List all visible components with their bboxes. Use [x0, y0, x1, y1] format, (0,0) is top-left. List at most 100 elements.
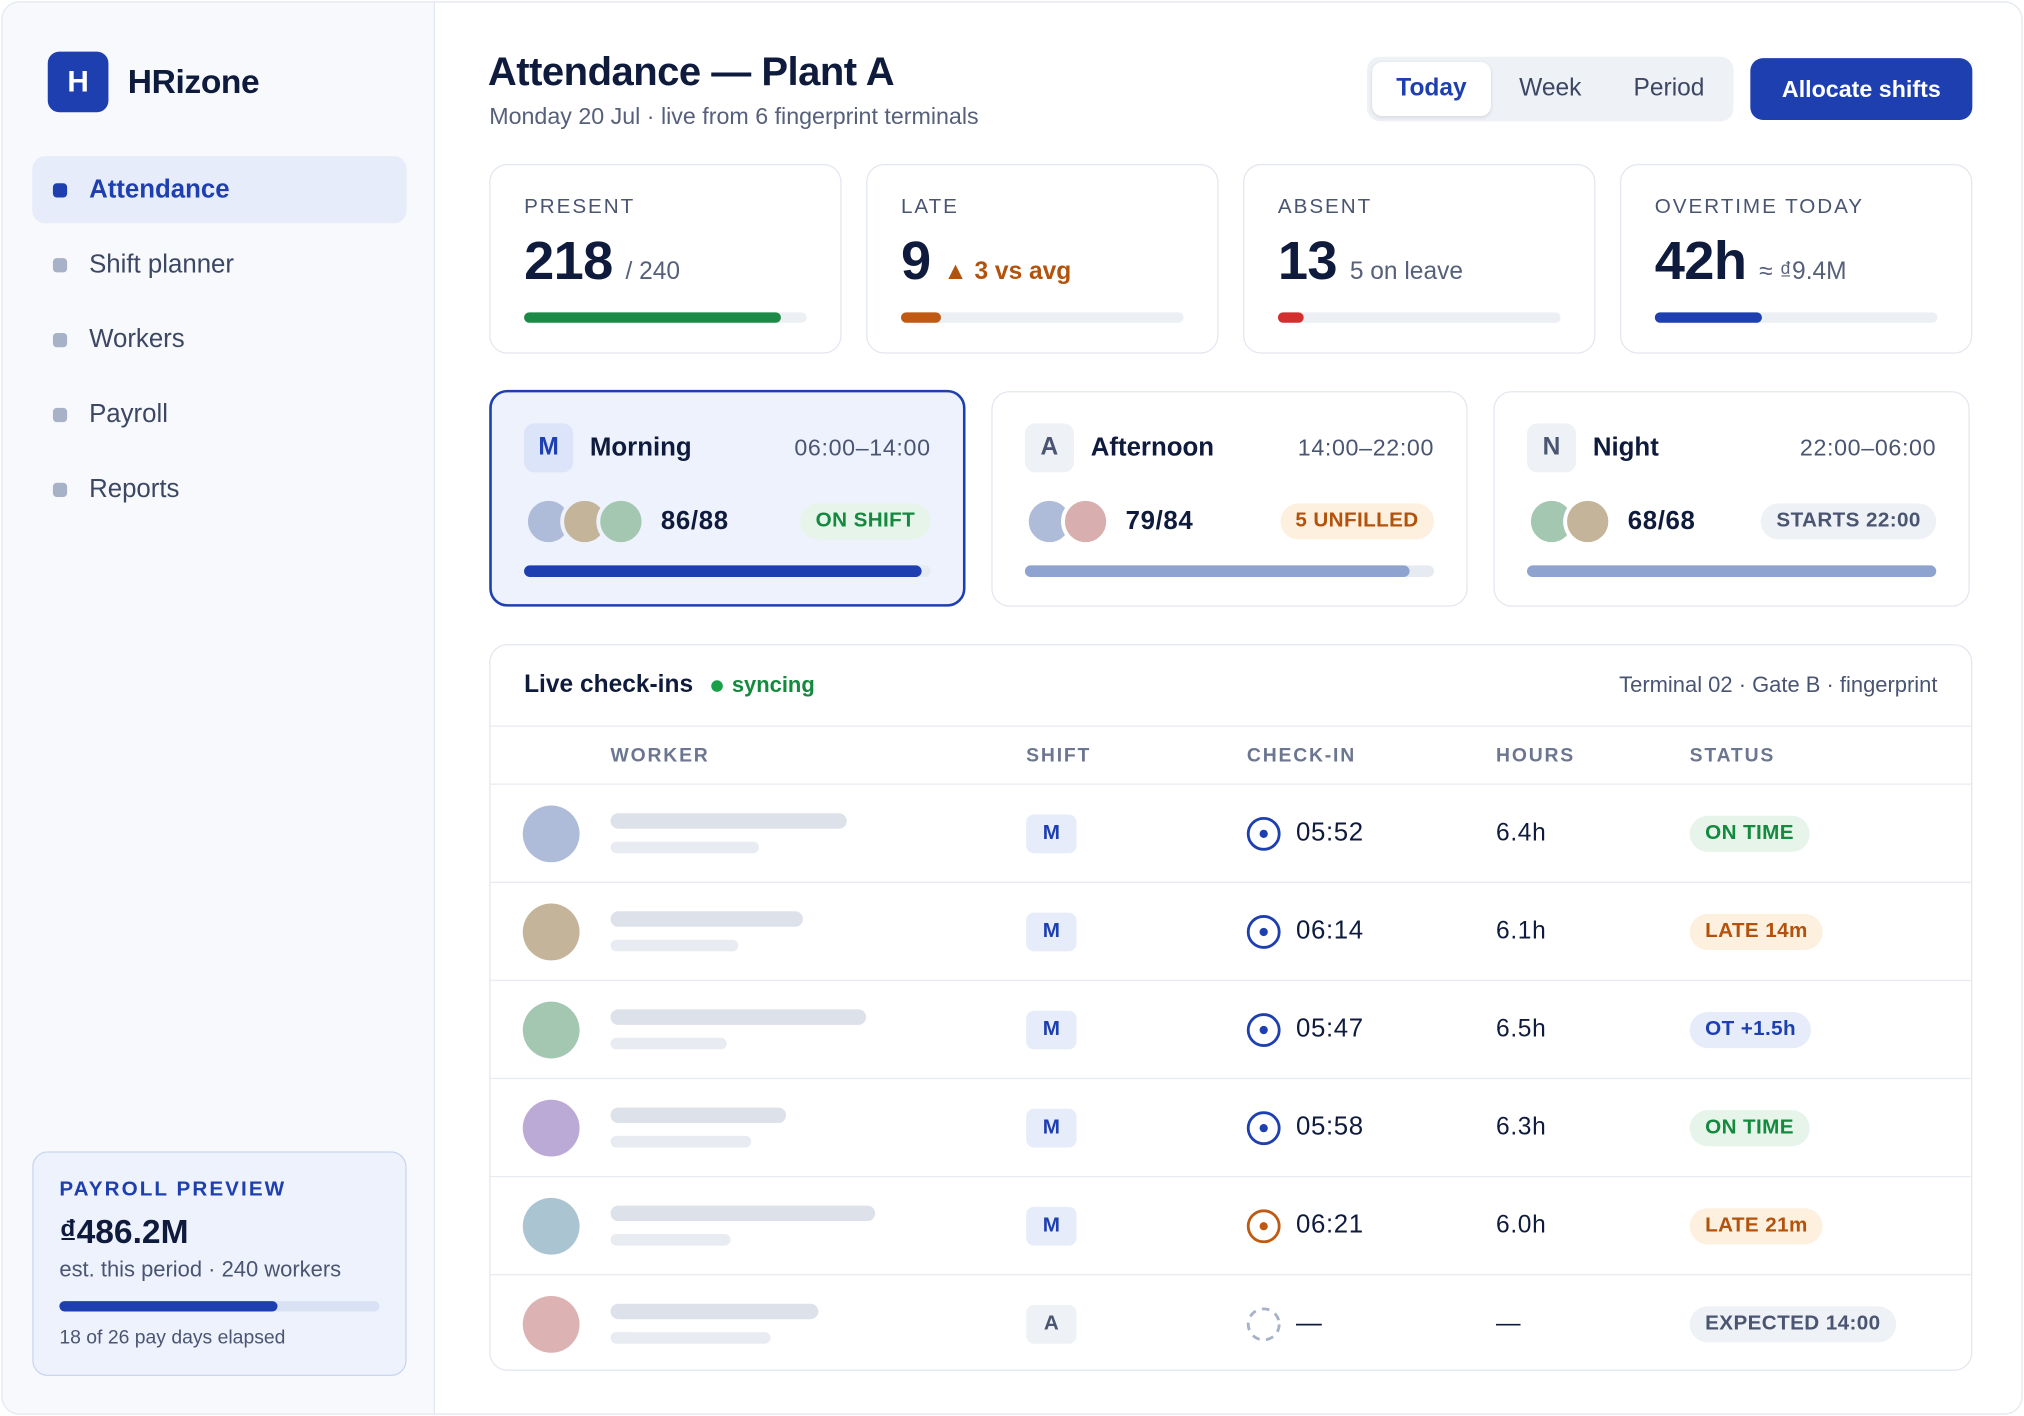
sync-dot-icon — [711, 679, 723, 692]
checkins-title: Live check-ins — [524, 671, 694, 699]
column-header-status[interactable]: STATUS — [1689, 744, 1776, 767]
tab-week[interactable]: Week — [1519, 74, 1582, 102]
worker-name-skeleton — [610, 1303, 819, 1320]
check-in-time: 06:14 — [1295, 916, 1364, 945]
kpi-value: 13 — [1277, 229, 1338, 291]
avatar — [1061, 496, 1111, 547]
shift-badge: A — [1026, 1304, 1077, 1344]
status-badge: LATE 21m — [1689, 1208, 1824, 1245]
column-header-shift[interactable]: SHIFT — [1026, 744, 1092, 767]
shift-avatars — [1527, 496, 1613, 547]
kpi-card-absent[interactable]: ABSENT 13 5 on leave — [1243, 163, 1596, 354]
shift-count: 68/68 — [1627, 506, 1696, 536]
hours-value: — — [1496, 1310, 1522, 1338]
payroll-preview-subtitle: est. this period · 240 workers — [59, 1257, 342, 1282]
status-badge: LATE 14m — [1689, 913, 1824, 951]
shift-status-badge: 5 UNFILLED — [1279, 503, 1435, 540]
payroll-progress-track — [59, 1301, 380, 1312]
table-row[interactable]: A — — EXPECTED 14:00 — [491, 1275, 1972, 1369]
kpi-progress-track — [900, 312, 1184, 323]
brand[interactable]: H HRizone — [47, 51, 260, 113]
sidebar-item-shift-planner[interactable]: Shift planner — [32, 231, 406, 298]
sidebar-item-payroll[interactable]: Payroll — [32, 381, 406, 448]
payroll-preview-card[interactable]: PAYROLL PREVIEW ₫486.2M est. this period… — [32, 1151, 407, 1376]
check-in-time: 05:52 — [1295, 818, 1364, 847]
kpi-value: 42h — [1654, 229, 1747, 291]
kpi-card-present[interactable]: PRESENT 218 / 240 — [489, 163, 842, 354]
kpi-progress-fill — [524, 312, 782, 323]
kpi-extra: ▲ 3 vs avg — [943, 258, 1072, 286]
shift-card-morning[interactable]: M Morning 06:00–14:00 86/88 ON SHIFT — [489, 389, 966, 607]
avatar — [522, 1197, 580, 1255]
shift-avatars — [524, 496, 646, 547]
shift-progress-track — [1527, 565, 1937, 577]
shift-card-afternoon[interactable]: A Afternoon 14:00–22:00 79/84 5 UNFILLED — [991, 391, 1468, 607]
kpi-extra: / 240 — [625, 258, 681, 286]
payroll-preview-footer: 18 of 26 pay days elapsed — [59, 1326, 286, 1349]
avatar — [522, 1099, 580, 1157]
kpi-card-late[interactable]: LATE 9 ▲ 3 vs avg — [866, 163, 1219, 354]
worker-name-skeleton — [610, 1107, 787, 1123]
checkins-header: Live check-ins syncing Terminal 02 · Gat… — [490, 645, 1972, 727]
live-checkins-card: Live check-ins syncing Terminal 02 · Gat… — [489, 644, 1973, 1371]
kpi-progress-track — [1277, 312, 1561, 323]
sidebar-item-attendance[interactable]: Attendance — [32, 156, 407, 224]
sidebar-item-label: Payroll — [89, 399, 168, 428]
hours-value: 6.3h — [1496, 1113, 1547, 1142]
worker-name-skeleton — [610, 1009, 867, 1025]
check-in-time: 05:58 — [1295, 1112, 1364, 1142]
sidebar: H HRizone Attendance Shift planner Workers… — [2, 2, 435, 1414]
sidebar-nav: Attendance Shift planner Workers Payroll Rep… — [32, 156, 407, 530]
table-row[interactable]: M 06:21 6.0h LATE 21m — [490, 1177, 1972, 1276]
nav-bullet-icon — [52, 257, 68, 272]
shift-summary: 79/84 5 UNFILLED — [1024, 496, 1435, 548]
shift-time: 06:00–14:00 — [794, 434, 931, 461]
table-row[interactable]: M 05:47 6.5h OT +1.5h — [490, 981, 1972, 1080]
page-subtitle: Monday 20 Jul · live from 6 fingerprint … — [489, 103, 979, 130]
brand-name: HRizone — [127, 61, 260, 101]
column-header-worker[interactable]: WORKER — [610, 744, 710, 767]
hours-value: 6.5h — [1496, 1015, 1547, 1043]
column-header-check-in[interactable]: CHECK-IN — [1246, 744, 1357, 767]
sync-status: syncing — [711, 673, 815, 699]
shift-card-night[interactable]: N Night 22:00–06:00 68/68 STARTS 22:00 — [1493, 391, 1970, 607]
column-header-hours[interactable]: HOURS — [1496, 744, 1575, 767]
tab-today[interactable]: Today — [1372, 61, 1491, 117]
kpi-label: OVERTIME TODAY — [1654, 196, 1865, 219]
shift-summary: 68/68 STARTS 22:00 — [1527, 496, 1937, 548]
shift-name: Night — [1592, 433, 1659, 462]
table-row[interactable]: M 06:14 6.1h LATE 14m — [490, 883, 1972, 982]
allocate-shifts-button[interactable]: Allocate shifts — [1750, 58, 1973, 121]
shift-badge: M — [1026, 1010, 1077, 1050]
avatar — [1563, 496, 1613, 547]
terminal-label: Terminal 02 · Gate B · fingerprint — [1619, 672, 1938, 698]
shift-avatars — [1024, 496, 1111, 547]
nav-bullet-icon — [52, 482, 68, 497]
shift-progress-track — [524, 565, 931, 577]
avatar — [522, 903, 580, 961]
shift-time: 14:00–22:00 — [1297, 434, 1435, 461]
shift-summary: 86/88 ON SHIFT — [524, 496, 931, 548]
kpi-progress-fill — [1277, 312, 1304, 323]
kpi-extra: ≈ ₫9.4M — [1759, 258, 1847, 286]
payroll-progress-fill — [59, 1301, 278, 1312]
tab-period[interactable]: Period — [1633, 74, 1705, 102]
status-badge: ON TIME — [1689, 1110, 1810, 1147]
clock-on-time-icon — [1246, 914, 1282, 950]
worker-name-skeleton — [610, 1205, 876, 1222]
sidebar-item-label: Reports — [89, 474, 180, 503]
shift-count: 86/88 — [660, 506, 729, 536]
shift-progress-fill — [1527, 565, 1937, 577]
sidebar-item-reports[interactable]: Reports — [32, 456, 406, 523]
shift-progress-fill — [524, 565, 922, 577]
avatar — [596, 496, 646, 547]
kpi-value-row: 9 ▲ 3 vs avg — [901, 230, 1184, 292]
hours-value: 6.0h — [1496, 1212, 1547, 1240]
kpi-card-overtime-today[interactable]: OVERTIME TODAY 42h ≈ ₫9.4M — [1619, 163, 1973, 354]
table-row[interactable]: M 05:58 6.3h ON TIME — [490, 1079, 1972, 1178]
table-row[interactable]: M 05:52 6.4h ON TIME — [490, 785, 1972, 883]
shift-name: Afternoon — [1090, 433, 1215, 462]
period-tabs: Today Week Period — [1366, 56, 1734, 122]
sidebar-item-workers[interactable]: Workers — [32, 306, 406, 373]
